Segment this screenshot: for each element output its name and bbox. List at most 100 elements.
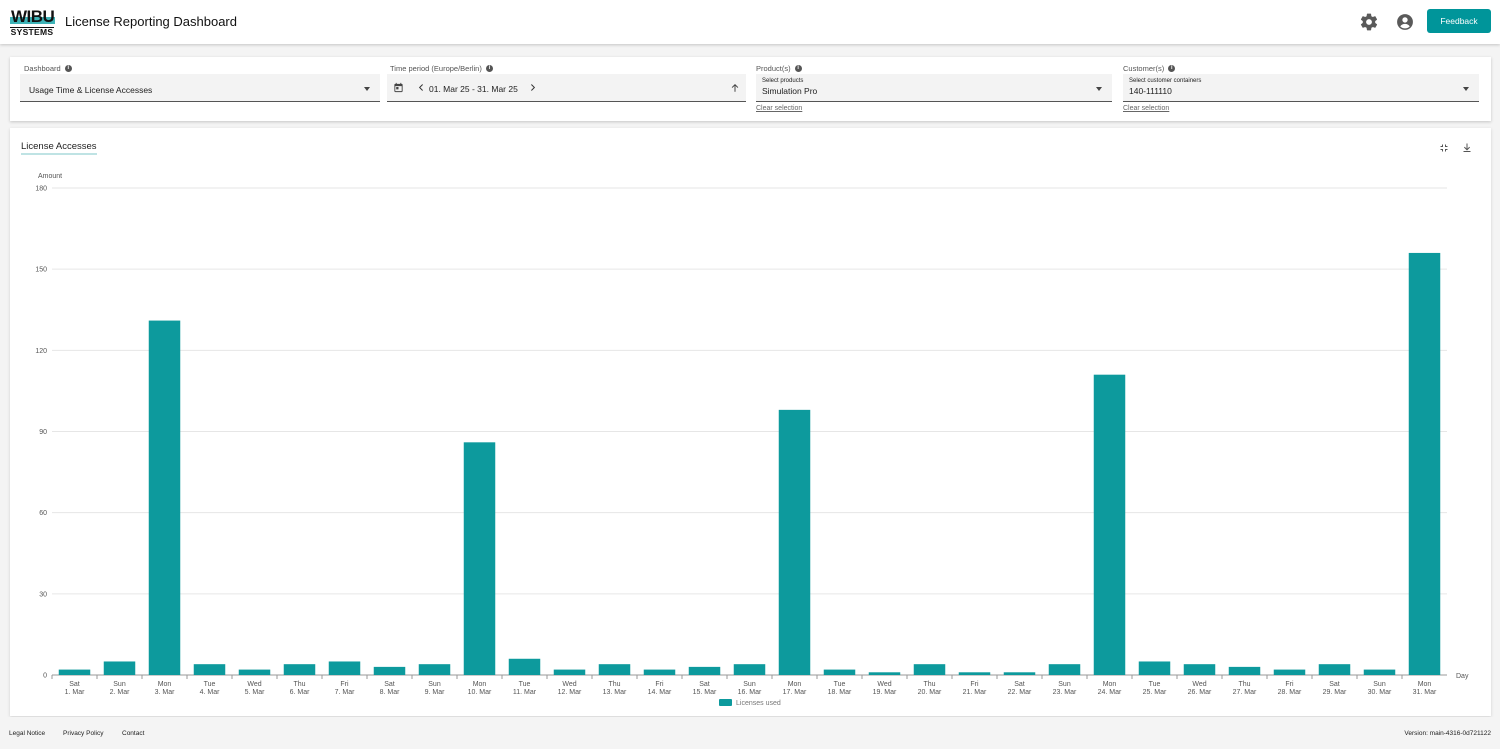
bar	[1093, 374, 1126, 675]
bar	[1183, 664, 1216, 675]
x-tick-label: Sat	[1329, 681, 1340, 688]
products-clear-selection-link[interactable]: Clear selection	[756, 105, 803, 112]
products-label: Product(s)	[756, 64, 791, 73]
chart-title: License Accesses	[21, 141, 97, 155]
x-tick-label: 22. Mar	[1008, 689, 1032, 696]
x-tick-label: Sun	[743, 681, 756, 688]
time-period-value: 01. Mar 25 - 31. Mar 25	[429, 84, 518, 94]
fullscreen-exit-icon[interactable]	[1438, 142, 1450, 154]
products-label-wrap: Product(s) i	[756, 64, 802, 73]
y-tick-label: 0	[43, 673, 47, 680]
legend-label: Licenses used	[736, 700, 781, 707]
x-tick-label: 16. Mar	[738, 689, 762, 696]
x-tick-label: 4. Mar	[200, 689, 221, 696]
dashboard-select-value: Usage Time & License Accesses	[29, 85, 153, 95]
chevron-right-icon[interactable]	[528, 83, 537, 92]
x-tick-label: 13. Mar	[603, 689, 627, 696]
wibu-logo[interactable]: WIBU SYSTEMS	[10, 7, 56, 37]
x-tick-label: Mon	[1418, 681, 1432, 688]
x-tick-label: Tue	[204, 681, 216, 688]
dashboard-label: Dashboard	[24, 64, 61, 73]
arrow-up-icon[interactable]	[730, 83, 740, 93]
logo-text-bottom: SYSTEMS	[10, 27, 54, 37]
x-tick-label: Tue	[1149, 681, 1161, 688]
dashboard-select[interactable]: Usage Time & License Accesses	[20, 74, 380, 102]
customers-clear-selection-link[interactable]: Clear selection	[1123, 105, 1170, 112]
x-tick-label: 1. Mar	[65, 689, 86, 696]
x-tick-label: 30. Mar	[1368, 689, 1392, 696]
app-header: WIBU SYSTEMS License Reporting Dashboard…	[0, 0, 1500, 44]
gear-icon[interactable]	[1359, 12, 1379, 32]
time-label-wrap: Time period (Europe/Berlin) i	[390, 64, 493, 73]
x-tick-label: Sat	[699, 681, 710, 688]
version-label: Version: main-4316-0d721122	[1404, 730, 1491, 737]
bar	[1138, 661, 1171, 675]
y-tick-label: 180	[35, 186, 47, 193]
bar	[508, 658, 541, 675]
bar	[1408, 252, 1441, 675]
bar	[418, 664, 451, 675]
calendar-icon[interactable]	[393, 82, 404, 93]
bar	[1003, 672, 1036, 675]
bar	[733, 664, 766, 675]
x-tick-label: 14. Mar	[648, 689, 672, 696]
x-tick-label: Mon	[1103, 681, 1117, 688]
x-tick-label: 26. Mar	[1188, 689, 1212, 696]
x-tick-label: 10. Mar	[468, 689, 492, 696]
x-tick-label: 7. Mar	[335, 689, 356, 696]
x-tick-label: 20. Mar	[918, 689, 942, 696]
x-tick-label: 25. Mar	[1143, 689, 1167, 696]
bar	[328, 661, 361, 675]
feedback-button[interactable]: Feedback	[1427, 9, 1491, 33]
x-tick-label: 29. Mar	[1323, 689, 1347, 696]
customers-select[interactable]: Select customer containers 140-111110	[1123, 74, 1479, 102]
x-tick-label: 27. Mar	[1233, 689, 1257, 696]
bar	[1363, 669, 1396, 675]
info-icon[interactable]: i	[485, 65, 493, 72]
x-tick-label: Wed	[877, 681, 891, 688]
x-tick-label: Thu	[293, 681, 305, 688]
page-footer: Legal Notice Privacy Policy Contact Vers…	[0, 717, 1500, 749]
x-tick-label: Tue	[834, 681, 846, 688]
bar	[1273, 669, 1306, 675]
x-tick-label: 31. Mar	[1413, 689, 1437, 696]
contact-link[interactable]: Contact	[122, 730, 145, 737]
download-icon[interactable]	[1461, 142, 1473, 154]
customers-label-wrap: Customer(s) i	[1123, 64, 1176, 73]
privacy-policy-link[interactable]: Privacy Policy	[63, 730, 104, 737]
x-tick-label: Mon	[473, 681, 487, 688]
bar	[913, 664, 946, 675]
logo-text-top: WIBU	[10, 7, 56, 26]
x-tick-label: 9. Mar	[425, 689, 446, 696]
legal-notice-link[interactable]: Legal Notice	[9, 730, 46, 737]
info-icon[interactable]: i	[64, 65, 72, 72]
x-tick-label: Sat	[69, 681, 80, 688]
products-select-sublabel: Select products	[762, 78, 804, 84]
bar	[958, 672, 991, 675]
x-tick-label: 15. Mar	[693, 689, 717, 696]
bar	[148, 320, 181, 675]
customers-select-value: 140-111110	[1129, 86, 1172, 96]
x-tick-label: 6. Mar	[290, 689, 311, 696]
x-tick-label: Wed	[1192, 681, 1206, 688]
account-circle-icon[interactable]	[1395, 12, 1415, 32]
chart-card: License Accesses Amount 0 30 60 90 120 150 180 D…	[10, 128, 1491, 716]
customers-select-sublabel: Select customer containers	[1129, 78, 1202, 84]
info-icon[interactable]: i	[1168, 65, 1176, 72]
x-tick-label: Sat	[384, 681, 395, 688]
x-tick-label: 5. Mar	[245, 689, 266, 696]
info-icon[interactable]: i	[794, 65, 802, 72]
x-tick-label: Mon	[788, 681, 802, 688]
bar	[193, 664, 226, 675]
x-tick-label: Fri	[655, 681, 664, 688]
legend-swatch	[719, 699, 732, 706]
bar	[1228, 666, 1261, 675]
x-tick-label: Thu	[1238, 681, 1250, 688]
y-tick-label: 90	[39, 429, 47, 436]
chevron-left-icon[interactable]	[417, 83, 426, 92]
y-tick-label: 30	[39, 591, 47, 598]
products-select[interactable]: Select products Simulation Pro	[756, 74, 1112, 102]
x-tick-label: Sun	[113, 681, 126, 688]
products-select-value: Simulation Pro	[762, 86, 818, 96]
